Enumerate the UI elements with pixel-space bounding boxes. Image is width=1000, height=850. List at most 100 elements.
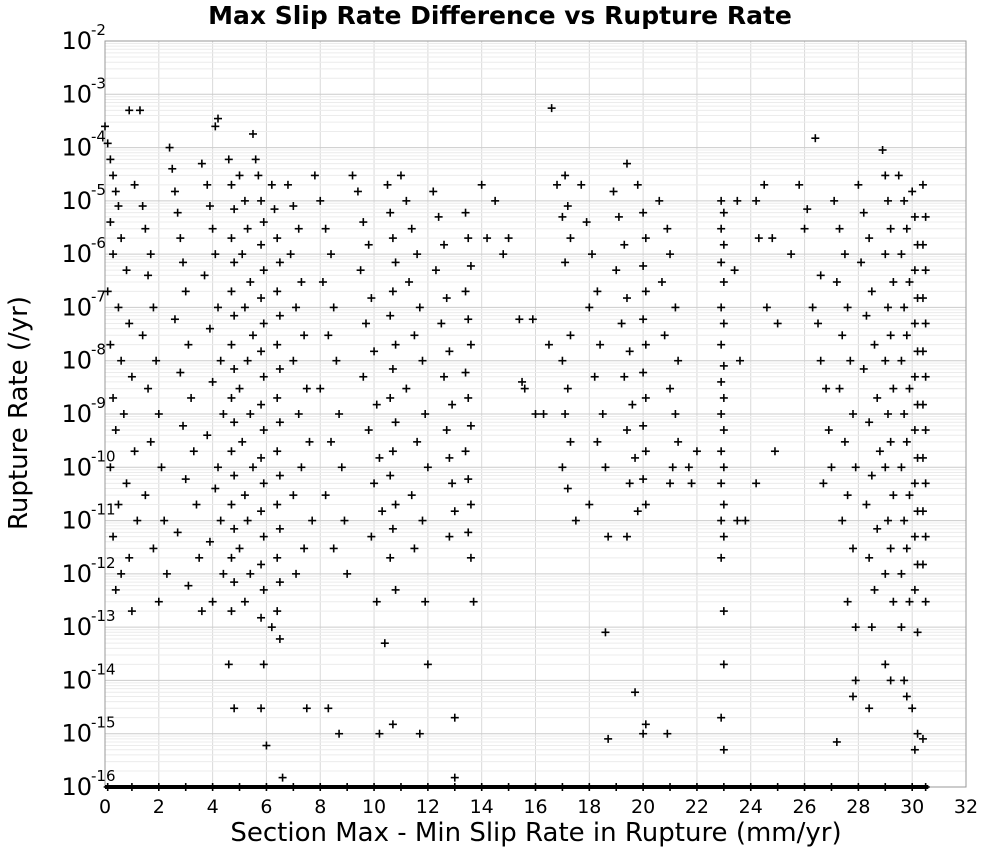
data-point [684,463,693,472]
data-point [388,720,397,729]
x-tick-label: 22 [685,796,709,818]
data-point [865,418,874,427]
data-point [402,384,411,393]
data-point [181,475,190,484]
data-point [273,234,282,243]
data-point [238,250,247,259]
x-tick-label: 2 [153,796,165,818]
x-axis-label: Section Max - Min Slip Rate in Rupture (… [230,818,841,848]
data-point [717,196,726,205]
data-point [227,500,236,509]
data-point [154,410,163,418]
data-point [230,524,239,533]
data-point [663,224,672,233]
data-point [910,532,919,541]
data-point [205,202,214,211]
data-point [803,205,812,214]
data-point [520,384,529,393]
data-point [601,463,610,472]
data-point [181,287,190,296]
data-point [641,720,650,729]
data-point [122,266,131,275]
data-point [881,356,890,365]
data-point [208,224,217,233]
data-point [921,479,930,488]
data-point [378,507,387,516]
data-point [289,202,298,211]
data-point [391,258,400,267]
data-point [719,361,728,370]
data-point [910,479,919,488]
data-point [168,164,177,173]
x-tick-label: 12 [416,796,440,818]
data-point [622,532,631,541]
data-point [340,516,349,525]
baseline-point-strip [105,785,929,789]
data-point [902,692,911,701]
data-point [865,234,874,243]
data-point [504,234,513,243]
data-point [865,704,874,713]
grid-lines [104,41,967,788]
data-point [259,372,268,381]
data-point [248,463,257,472]
svg-text:-10: -10 [91,447,116,465]
data-point [117,356,126,365]
data-point [604,532,613,541]
data-point [310,171,319,180]
data-point [423,463,432,472]
data-point [283,180,292,189]
data-point [631,688,640,697]
y-tick-label: 10 -16 [61,767,115,801]
data-point [620,240,629,249]
data-point [717,516,726,525]
data-point [577,180,586,189]
data-point [593,437,602,446]
data-point [257,196,266,205]
data-point [270,205,279,214]
data-point [109,393,118,402]
data-point [464,475,473,484]
data-point [184,581,193,590]
data-point [464,315,473,324]
data-point [240,491,249,500]
data-point [109,171,118,180]
data-point [318,278,327,287]
data-point [364,240,373,249]
data-point [187,393,196,402]
data-point [257,613,266,622]
data-point [219,410,228,418]
data-point [466,500,475,509]
data-point [372,400,381,409]
data-point [200,271,209,280]
data-point [388,234,397,243]
data-point [119,410,128,418]
data-point [440,372,449,381]
data-point [464,234,473,243]
data-point [273,607,282,616]
data-point [469,597,478,606]
data-point [211,122,220,131]
data-point [631,453,640,462]
data-point [117,569,126,578]
data-point [429,187,438,196]
data-point [628,400,637,409]
data-point [192,500,201,509]
data-point [227,447,236,456]
data-point [531,410,540,418]
data-point [114,303,123,312]
data-point [900,676,909,685]
data-point [601,628,610,637]
data-point [257,453,266,462]
data-point [582,218,591,227]
data-point [179,258,188,267]
svg-text:10: 10 [61,187,92,215]
data-point [361,319,370,328]
data-point [259,426,268,435]
x-tick-label: 10 [362,796,386,818]
data-point [448,479,457,488]
data-point [461,287,470,296]
data-point [921,212,930,221]
data-point [515,315,524,324]
data-point [146,437,155,446]
